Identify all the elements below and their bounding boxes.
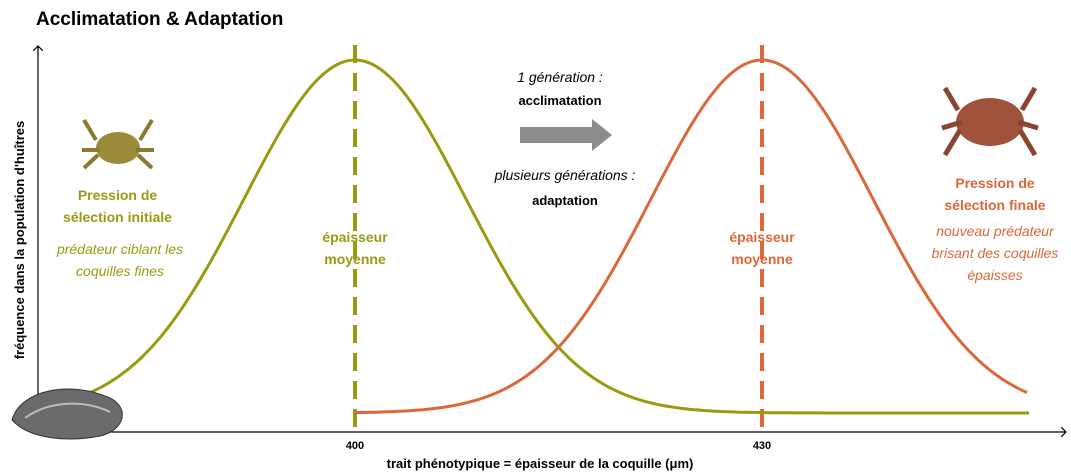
initial-mean-label: épaisseur moyenne [322,229,388,267]
final-description: nouveau prédateur brisant des coquilles … [931,223,1059,283]
transition-arrow [520,119,612,151]
x-tick-label: 430 [752,440,772,452]
y-axis-label: fréquence dans la population d'huîtres [12,120,27,360]
curve-initial [84,58,1029,415]
x-tick-label: 400 [345,440,365,452]
crab-final [941,86,1039,157]
title: Acclimatation & Adaptation [36,9,284,30]
initial-title: Pression de sélection initiale [63,187,172,225]
one-generation: 1 génération : [517,69,603,85]
adaptation: adaptation [532,193,598,208]
several-generations: plusieurs générations : [494,167,636,183]
final-title: Pression de sélection finale [944,175,1046,213]
acclimatation: acclimatation [518,93,602,108]
crab-initial [82,118,154,170]
final-mean-label: épaisseur moyenne [729,229,795,267]
initial-description: prédateur ciblant les coquilles fines [56,241,184,279]
oyster [11,388,123,440]
x-axis-label: trait phénotypique = épaisseur de la coq… [386,456,694,471]
curve-final [354,58,1028,415]
